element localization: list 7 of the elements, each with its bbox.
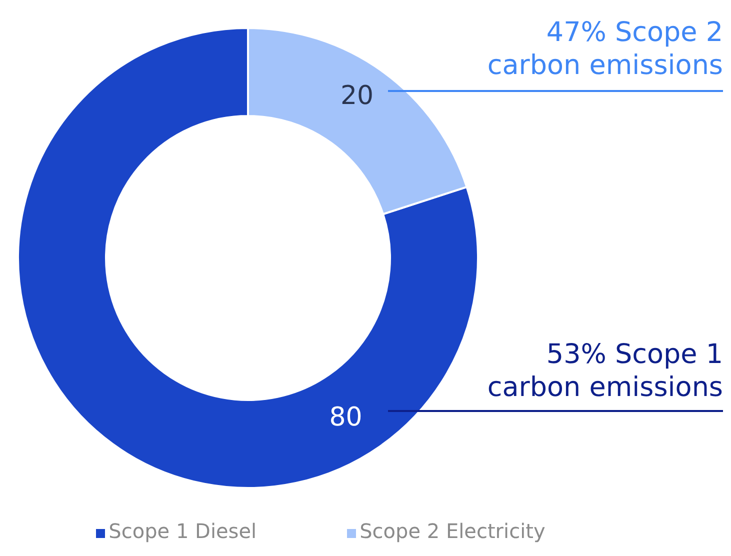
text: 47% Scope 2 carbon emissions [487,16,723,82]
donut-slice [17,27,479,489]
legend-label: Scope 2 Electricity [360,519,546,543]
data-label: 80 [329,402,362,433]
data-label: 20 [340,81,374,112]
text: 53% Scope 1 carbon emissions [487,338,723,404]
legend-label: Scope 1 Diesel [108,519,257,543]
